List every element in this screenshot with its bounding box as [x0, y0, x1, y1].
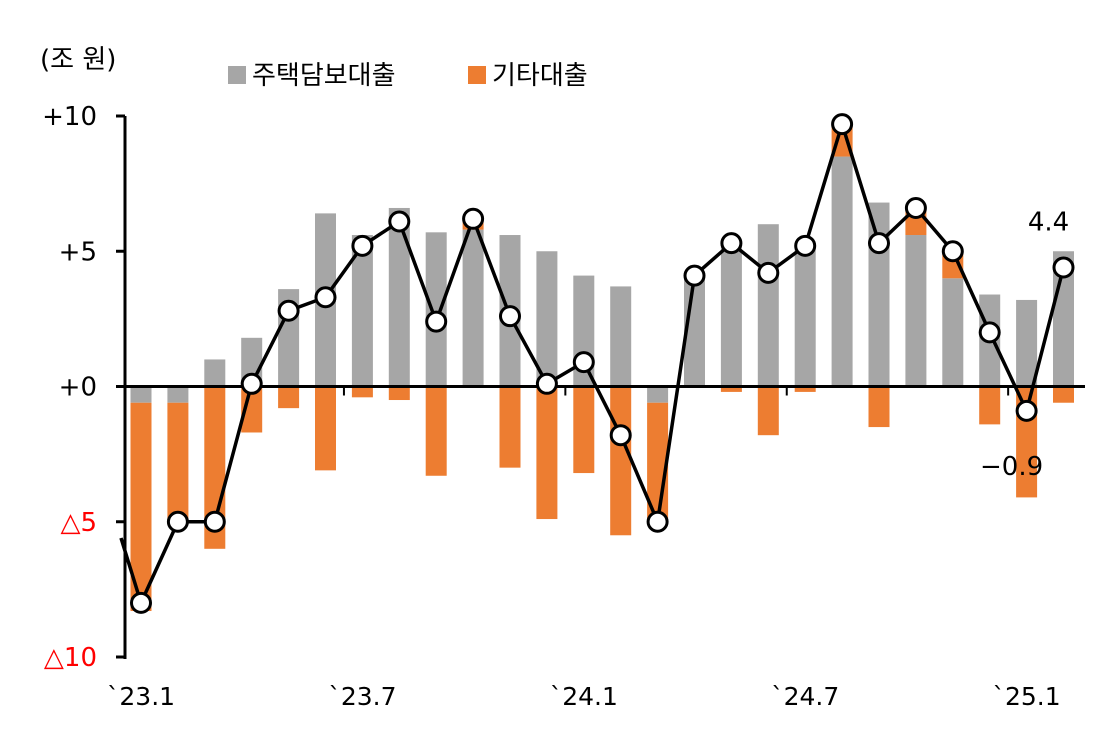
total-point: [868, 232, 890, 255]
x-tick-label: `25.1: [993, 682, 1061, 711]
other-loan-bar: [315, 386, 336, 471]
mortgage-bar: [647, 386, 669, 403]
total-point: [1015, 399, 1038, 422]
mortgage-bar: [388, 207, 410, 387]
other-loan-bar: [794, 386, 816, 392]
axes: +10 +5 +0 △5 △10 `23.1 `23.7 `24.1 `24.7 `25.1: [42, 102, 1085, 711]
y-tick-label: +10: [42, 102, 97, 132]
mortgage-bar: [462, 229, 484, 387]
total-point: [978, 321, 1001, 344]
other-loan-bar: [425, 386, 447, 476]
mortgage-bar: [794, 245, 816, 387]
total-point: [535, 372, 558, 395]
mortgage-bar: [868, 202, 890, 387]
mortgage-bar: [204, 359, 226, 387]
total-point: [794, 234, 817, 257]
legend: 주택담보대출 기타대출: [228, 61, 588, 91]
mortgage-bar: [130, 386, 152, 403]
total-line-group: [119, 113, 1075, 614]
total-point: [462, 207, 485, 230]
y-axis-unit-label: (조 원): [40, 45, 116, 75]
data-label: 4.4: [1028, 207, 1069, 237]
total-point: [904, 196, 927, 219]
mortgage-bar: [942, 278, 964, 387]
y-tick-label: +0: [59, 373, 97, 403]
y-tick-label: △5: [60, 508, 97, 538]
other-loan-bar: [167, 402, 189, 525]
other-loan-bar: [388, 386, 410, 401]
mortgage-bar: [351, 235, 373, 387]
other-loan-bar: [278, 386, 300, 409]
total-point: [240, 372, 263, 395]
other-loan-bar: [351, 386, 373, 398]
total-point: [757, 261, 780, 284]
total-point: [831, 113, 854, 136]
data-label: −0.9: [980, 452, 1043, 482]
other-loan-bar: [536, 386, 558, 520]
mortgage-bar: [720, 243, 742, 387]
total-point: [499, 305, 521, 328]
legend-swatch: [468, 66, 486, 84]
other-loan-bar: [720, 386, 742, 392]
total-point: [314, 286, 337, 309]
x-tick-label: `23.1: [107, 682, 175, 711]
total-point: [609, 424, 632, 447]
other-loan-bar: [1053, 386, 1074, 403]
legend-label: 주택담보대출: [252, 61, 396, 91]
total-point: [351, 234, 374, 257]
total-point: [388, 210, 411, 233]
other-loan-bar: [499, 386, 521, 468]
other-loan-bar: [610, 386, 632, 536]
total-point: [720, 232, 743, 255]
other-loan-bar: [573, 386, 595, 474]
mortgage-bar: [425, 232, 447, 387]
total-point: [277, 299, 300, 322]
total-point: [572, 351, 595, 374]
legend-label: 기타대출: [492, 61, 588, 91]
other-loan-bar: [868, 386, 890, 428]
mortgage-bar: [831, 156, 853, 387]
other-loan-bar: [979, 386, 1001, 425]
other-loan-bar: [130, 402, 152, 612]
y-tick-label: △10: [44, 643, 97, 673]
mortgage-bar: [905, 235, 927, 387]
label-group: 4.4 −0.9: [980, 207, 1069, 481]
total-point: [166, 510, 189, 533]
x-tick-label: `24.7: [771, 682, 839, 711]
x-tick-label: `23.7: [328, 682, 396, 711]
total-point: [683, 264, 706, 287]
total-point: [425, 310, 448, 333]
legend-swatch: [228, 66, 246, 84]
total-point: [941, 240, 964, 263]
mortgage-bar: [610, 286, 632, 387]
total-point: [130, 591, 152, 614]
mortgage-bar: [167, 386, 189, 403]
x-tick-label: `24.1: [550, 682, 618, 711]
other-loan-bar: [757, 386, 779, 436]
total-point: [646, 510, 669, 533]
total-point: [203, 510, 226, 533]
mortgage-bar: [1016, 299, 1038, 387]
total-point: [1052, 256, 1075, 279]
mortgage-bar: [536, 251, 558, 387]
bar-group: [130, 124, 1074, 612]
y-tick-label: +5: [59, 237, 97, 267]
mortgage-bar: [757, 224, 779, 387]
